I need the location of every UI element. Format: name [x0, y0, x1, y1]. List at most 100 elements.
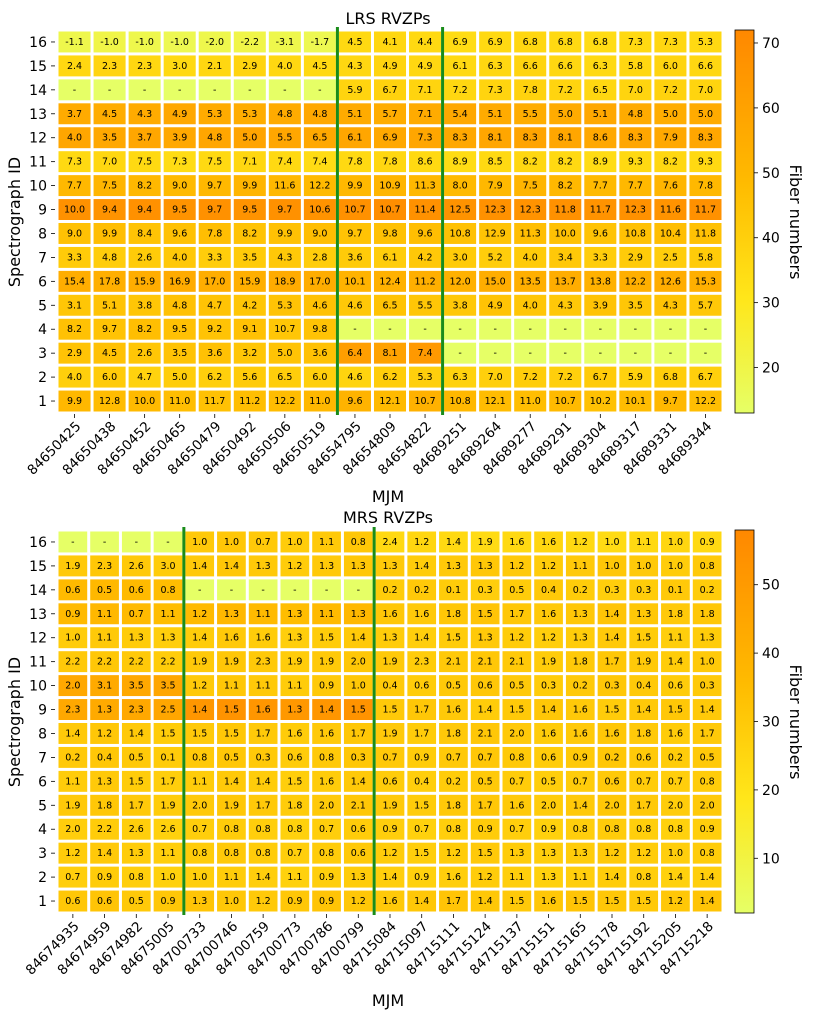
heatmap-cell: [661, 579, 690, 601]
heatmap-cell: [338, 390, 371, 412]
cell-value-label: 0.7: [509, 776, 524, 787]
cell-value-label: 3.5: [242, 252, 257, 263]
cell-value-label: -2.2: [241, 37, 260, 48]
heatmap-cell: [514, 342, 547, 364]
heatmap-cell: [502, 531, 532, 553]
heatmap-cell: [217, 651, 246, 673]
cell-value-label: 11.0: [309, 396, 330, 407]
cell-value-label: 1.3: [192, 896, 207, 907]
cell-value-label: 5.7: [698, 300, 713, 311]
heatmap-cell: [58, 366, 91, 388]
heatmap-cell: [233, 79, 266, 101]
y-tick-label: 11: [29, 655, 47, 671]
heatmap-cell: [153, 627, 183, 649]
heatmap-cell: [280, 675, 310, 697]
cell-value-label: 1.3: [287, 633, 302, 644]
heatmap-cell: [439, 651, 468, 673]
heatmap-cell: [565, 866, 595, 888]
heatmap-cell: [654, 199, 687, 220]
cell-value-label: 7.0: [102, 157, 117, 168]
cell-value-label: 1.2: [478, 872, 493, 883]
heatmap-cell: [629, 890, 659, 912]
cell-value-label: 2.2: [97, 657, 112, 668]
cell-value-label: 6.7: [698, 372, 713, 383]
cell-value-label: 1.0: [604, 561, 619, 572]
cell-value-label: 2.0: [604, 800, 619, 811]
cell-value-label: 1.9: [636, 657, 651, 668]
heatmap-cell: [373, 294, 407, 316]
heatmap-cell: [280, 603, 310, 625]
cell-value-label: 0.3: [636, 585, 651, 596]
cell-value-label: 1.3: [573, 609, 588, 620]
heatmap-cell: [514, 223, 547, 244]
cell-value-label: 1.7: [446, 896, 461, 907]
heatmap-cell: [502, 890, 532, 912]
heatmap-cell: [90, 651, 119, 673]
y-tick-label: 13: [29, 607, 47, 623]
heatmap-cell: [280, 627, 310, 649]
cell-value-label: 12.2: [274, 396, 295, 407]
cell-value-label: 2.0: [668, 800, 683, 811]
cell-value-label: 1.9: [224, 657, 239, 668]
cell-value-label: 1.5: [478, 609, 493, 620]
cell-value-label: 1.3: [382, 561, 397, 572]
cell-value-label: 3.5: [129, 681, 144, 692]
cell-value-label: 9.7: [102, 324, 117, 335]
colorbar-label: Fiber numbers: [786, 165, 805, 280]
heatmap-cell: [375, 818, 405, 840]
cell-value-label: 11.6: [274, 181, 295, 192]
heatmap-cell: [692, 699, 722, 720]
heatmap-cell: [185, 603, 215, 625]
cell-value-label: 10.7: [344, 205, 365, 216]
heatmap-cell: [90, 723, 119, 744]
cell-value-label: 4.1: [382, 37, 397, 48]
cell-value-label: 1.4: [700, 872, 715, 883]
cell-value-label: 8.6: [417, 157, 432, 168]
heatmap-cell: [502, 699, 532, 720]
heatmap-cell: [409, 127, 442, 149]
heatmap-cell: [584, 31, 617, 53]
heatmap-cell: [128, 246, 161, 268]
cell-value-label: 6.3: [593, 61, 608, 72]
cell-value-label: 4.0: [523, 300, 538, 311]
heatmap-cell: [534, 890, 563, 912]
cell-value-label: 1.9: [382, 728, 397, 739]
cell-value-label: 0.8: [636, 824, 651, 835]
cell-value-label: 0.9: [97, 872, 112, 883]
heatmap-cell: [58, 555, 88, 577]
cell-value-label: 3.1: [97, 681, 112, 692]
cell-value-label: 7.8: [523, 85, 538, 96]
heatmap-cell: [689, 246, 722, 268]
cell-value-label: 4.0: [67, 133, 82, 144]
cell-value-label: 13.5: [520, 276, 541, 287]
cell-value-label: 5.5: [277, 133, 292, 144]
cell-value-label: 9.9: [347, 181, 362, 192]
heatmap-cell: [514, 55, 547, 77]
heatmap-cell: [198, 294, 231, 316]
heatmap-cell: [58, 294, 91, 316]
x-axis-label: MJM: [372, 991, 404, 1010]
cell-value-label: 3.3: [207, 252, 222, 263]
cell-value-label: 4.6: [347, 372, 362, 383]
cell-value-label: -: [704, 324, 707, 335]
heatmap-cell: [565, 890, 595, 912]
heatmap-cell: [343, 699, 373, 720]
heatmap-cell: [654, 127, 687, 149]
colorbar-tick-label: 50: [762, 578, 780, 594]
cell-value-label: 1.9: [478, 537, 493, 548]
cell-value-label: 2.4: [67, 61, 82, 72]
heatmap-cell: [58, 342, 91, 364]
cell-value-label: -: [325, 585, 328, 596]
heatmap-cell: [128, 366, 161, 388]
cell-value-label: 9.7: [207, 181, 222, 192]
cell-value-label: -: [73, 85, 76, 96]
cell-value-label: 12.4: [379, 276, 400, 287]
cell-value-label: 4.2: [417, 252, 432, 263]
cell-value-label: 1.2: [636, 848, 651, 859]
cell-value-label: -: [423, 324, 426, 335]
heatmap-cell: [549, 294, 582, 316]
cell-value-label: 6.2: [207, 372, 222, 383]
cell-value-label: 5.4: [453, 109, 468, 120]
heatmap-cell: [534, 579, 563, 601]
heatmap-cell: [470, 746, 500, 768]
